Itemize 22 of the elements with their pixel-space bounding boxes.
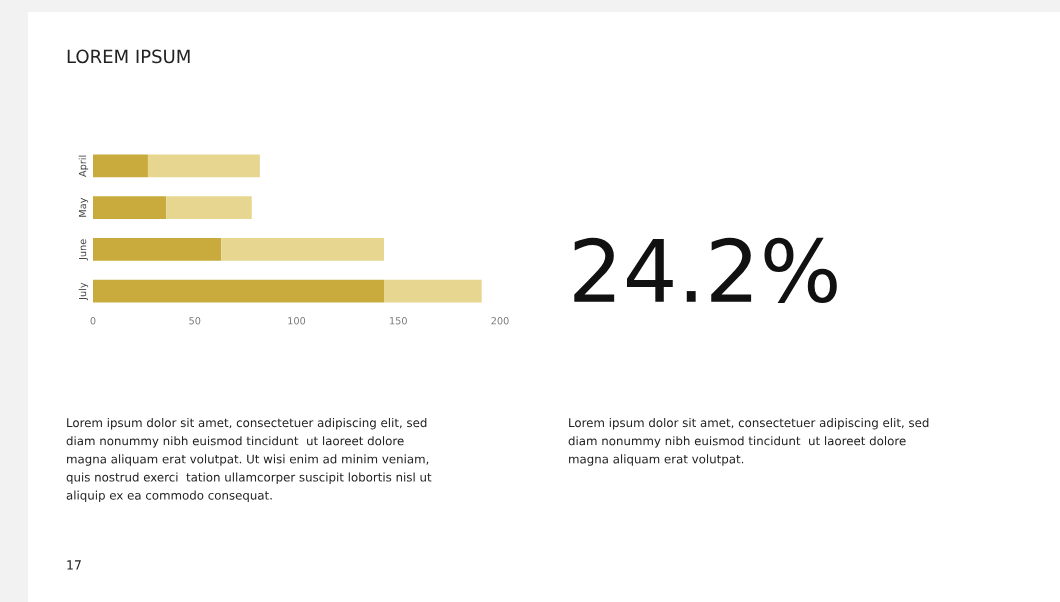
bar [93, 196, 167, 220]
x-tick-label: 150 [390, 317, 407, 325]
y-tick-label: April [78, 155, 89, 177]
y-tick-label: June [79, 239, 89, 261]
text: Lorem ipsum dolor sit amet, consectetuer adipiscing elit, sed diam nonummy nibh euismod tincidunt ut laoreet dolore magna aliquam erat volutpat. Ut wisi enim ad minim veniam, quis nostrud exerci tation ullamcorper suscipit lobortis nisl ut aliquip ex ea commodo consequat. [66, 418, 432, 503]
x-tick-label: 50 [189, 317, 201, 325]
bar [221, 237, 384, 261]
bar [147, 154, 260, 178]
x-tick-label: 100 [288, 317, 306, 325]
text: 17 [67, 560, 81, 570]
chart-title: LOREM IPSUM [67, 49, 190, 64]
x-tick-label: 200 [491, 317, 509, 325]
bar [93, 279, 384, 303]
text: 24.2% [574, 237, 837, 303]
x-tick-label: 0 [90, 317, 96, 325]
y-tick-label: July [78, 282, 89, 301]
bar [166, 196, 252, 220]
bar [93, 237, 222, 261]
bar [384, 279, 482, 303]
bar [93, 154, 148, 178]
y-tick-label: May [79, 197, 89, 217]
text: Lorem ipsum dolor sit amet, consectetuer adipiscing elit, sed diam nonummy nibh euismod tincidunt ut laoreet dolore magna aliquam erat volutpat. [568, 418, 929, 466]
